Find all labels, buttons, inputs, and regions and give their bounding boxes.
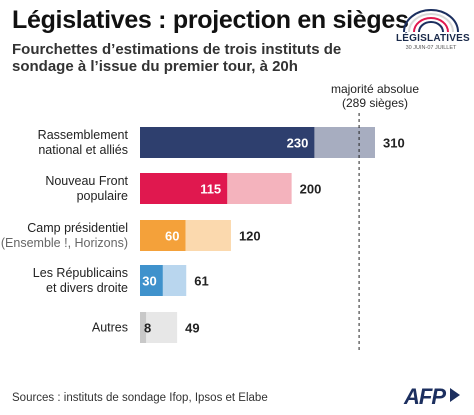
category-label-0-0: Rassemblement <box>38 128 129 142</box>
chart-subtitle: Fourchettes d’estimations de trois insti… <box>12 41 342 75</box>
hemicycle-icon <box>403 9 459 33</box>
category-label-1-0: Nouveau Front <box>45 174 128 188</box>
category-label-4-0: Autres <box>92 321 128 335</box>
data-label-high-0: 310 <box>383 136 405 151</box>
category-label-2-0: Camp présidentiel <box>27 221 128 235</box>
data-label-low-2: 60 <box>165 229 179 244</box>
bar-range-4 <box>140 312 178 343</box>
legislatives-logo: LÉGISLATIVES 30 JUIN-07 JUILLET <box>396 6 470 52</box>
logo-text: LÉGISLATIVES <box>396 33 470 44</box>
data-label-high-2: 120 <box>239 229 261 244</box>
category-label-3-1: et divers droite <box>46 281 128 295</box>
bar-low-3 <box>140 265 163 296</box>
data-label-low-1: 115 <box>200 182 221 197</box>
data-label-low-0: 230 <box>287 136 309 151</box>
data-label-high-1: 200 <box>300 182 322 197</box>
data-label-high-3: 61 <box>194 274 208 289</box>
afp-logo: AFP <box>404 384 446 409</box>
data-label-low-4: 8 <box>144 321 151 336</box>
category-label-2-1: (Ensemble !, Horizons) <box>1 236 128 250</box>
logo-dates: 30 JUIN-07 JUILLET <box>405 45 457 51</box>
data-label-low-3: 30 <box>142 274 156 289</box>
afp-arrow-icon <box>450 388 460 402</box>
majority-label-seats: (289 sièges) <box>341 96 409 110</box>
sources-note: Sources : instituts de sondage Ifop, Ips… <box>12 392 268 404</box>
bar-low-4 <box>140 312 147 343</box>
category-label-0-1: national et alliés <box>38 143 128 157</box>
category-label-1-1: populaire <box>77 189 128 203</box>
chart-title: Législatives : projection en sièges <box>12 6 409 34</box>
majority-label: majorité absolue (289 sièges) <box>316 82 434 110</box>
bar-low-2 <box>140 220 186 251</box>
bar-low-0 <box>140 127 315 158</box>
bar-low-1 <box>140 173 228 204</box>
majority-label-title: majorité absolue <box>330 82 420 96</box>
data-label-high-4: 49 <box>185 321 199 336</box>
category-label-3-0: Les Républicains <box>33 266 128 280</box>
